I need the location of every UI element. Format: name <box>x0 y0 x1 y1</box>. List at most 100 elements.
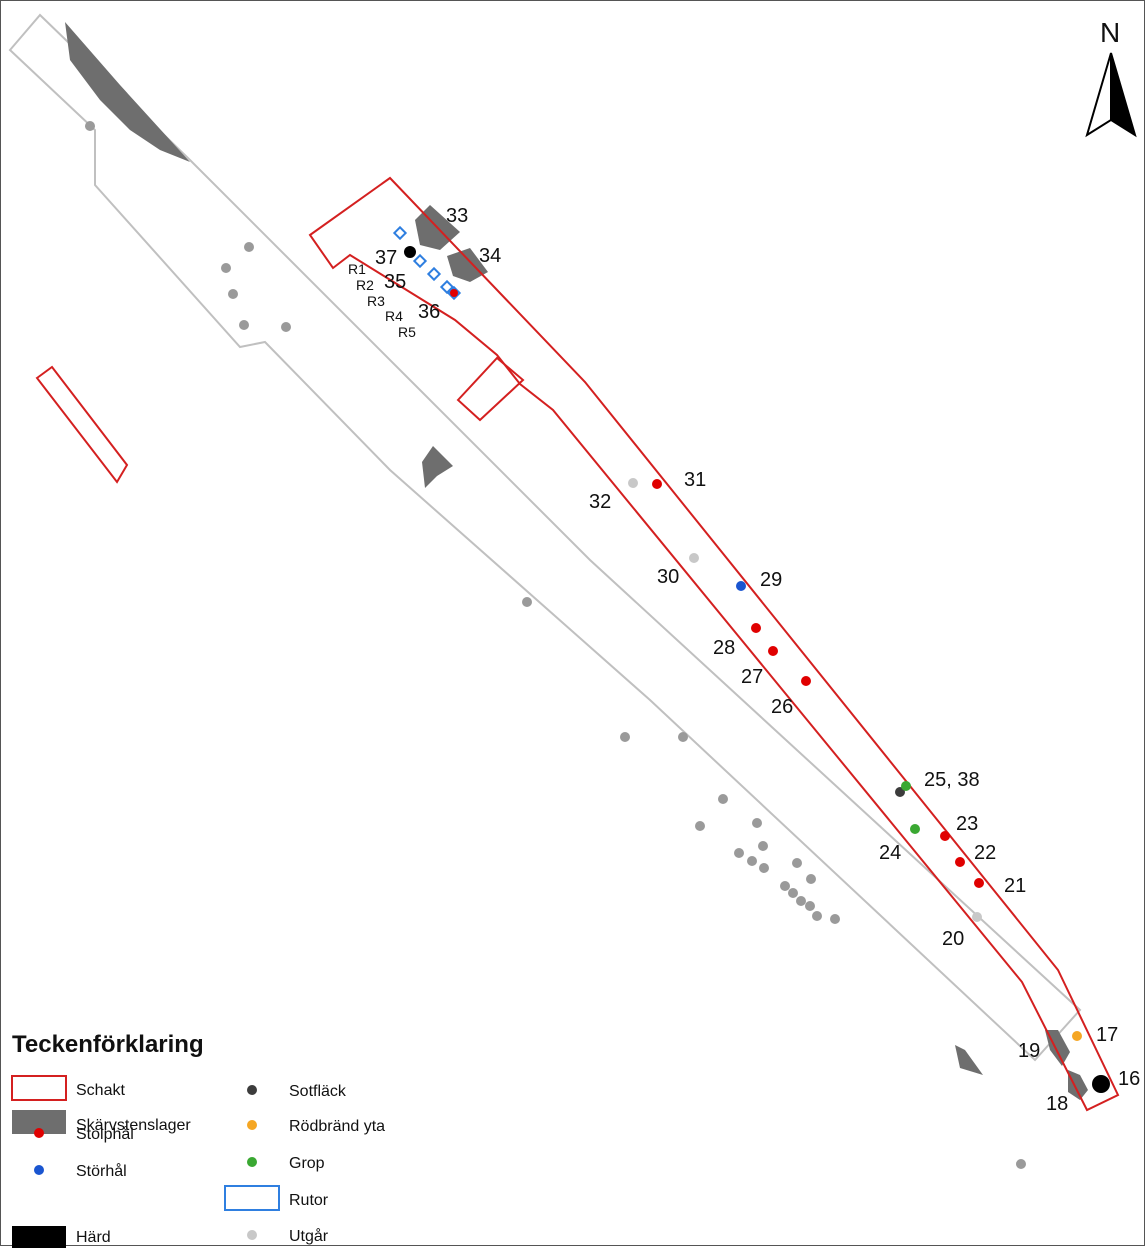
ruta-r3 <box>426 266 442 282</box>
label-29: 29 <box>760 569 782 591</box>
legend-stolphal-symbol <box>34 1128 44 1138</box>
gray-point <box>734 848 744 858</box>
label-21: 21 <box>1004 875 1026 897</box>
legend-label-sotflack: Sotfläck <box>289 1083 347 1100</box>
label-34: 34 <box>479 245 501 267</box>
skarvsten-patch-34 <box>447 248 488 282</box>
label-25-38: 25, 38 <box>924 769 980 791</box>
grop-point-24 <box>910 824 920 834</box>
north-arrow-left-half <box>1085 52 1112 138</box>
legend-label-stolphal: Stolphål <box>76 1125 134 1143</box>
label-r3: R3 <box>367 293 385 309</box>
label-r1: R1 <box>348 261 366 277</box>
label-30: 30 <box>657 566 679 588</box>
hard-point-16 <box>1092 1075 1110 1093</box>
schakt-outlines <box>35 176 1120 1112</box>
north-arrow: N <box>1085 17 1137 138</box>
gray-point <box>759 863 769 873</box>
legend-label-utgar: Utgår <box>289 1227 329 1245</box>
rutor-squares <box>392 225 462 301</box>
gray-point <box>620 732 630 742</box>
label-33: 33 <box>446 205 468 227</box>
legend: Teckenförklaring Schakt Skärvstenslager … <box>11 1031 385 1248</box>
stolphal-point-31 <box>652 479 662 489</box>
legend-label-skarvstenslager: Skärvstenslager <box>76 1117 191 1134</box>
label-35: 35 <box>384 271 406 293</box>
gray-point <box>830 914 840 924</box>
legend-label-rodbrand: Rödbränd yta <box>289 1118 385 1135</box>
label-18: 18 <box>1046 1093 1068 1115</box>
schakt-main-trench <box>308 176 1120 1112</box>
storhal-point-29 <box>736 581 746 591</box>
legend-sotflack-symbol <box>247 1085 257 1095</box>
label-r5: R5 <box>398 324 416 340</box>
stolphal-point-26 <box>801 676 811 686</box>
label-r2: R2 <box>356 277 374 293</box>
stolphal-point-21 <box>974 878 984 888</box>
ruta-r5 <box>446 285 462 301</box>
stolphal-point-27 <box>768 646 778 656</box>
gray-point <box>1016 1159 1026 1169</box>
gray-point <box>239 320 249 330</box>
legend-utgar-symbol <box>247 1230 257 1240</box>
north-label: N <box>1100 17 1120 48</box>
legend-schakt-symbol <box>11 1075 67 1101</box>
gray-point <box>780 881 790 891</box>
gray-point <box>796 896 806 906</box>
skarvsten-patch-se <box>955 1045 983 1075</box>
skarvsten-patch-mid <box>422 446 453 488</box>
legend-grop-symbol <box>247 1157 257 1167</box>
gray-point <box>85 121 95 131</box>
gray-point <box>228 289 238 299</box>
gray-point <box>812 911 822 921</box>
feature-labels: 31 32 30 29 28 27 26 25, 38 24 23 22 21 … <box>348 205 1140 1115</box>
legend-label-schakt: Schakt <box>76 1082 125 1099</box>
legend-storhal-symbol <box>34 1165 44 1175</box>
legend-label-grop: Grop <box>289 1155 325 1172</box>
baseline-area-outline <box>8 13 1082 1062</box>
gray-point <box>221 263 231 273</box>
schakt-small-box <box>456 356 525 422</box>
label-28: 28 <box>713 637 735 659</box>
gray-point <box>678 732 688 742</box>
skarvsten-patch-18 <box>1068 1070 1088 1100</box>
stolphal-point-22 <box>955 857 965 867</box>
ruta-r1 <box>392 225 408 241</box>
utgar-point-30 <box>689 553 699 563</box>
feature-points <box>404 246 1110 1093</box>
hard-point-37 <box>404 246 416 258</box>
gray-point <box>788 888 798 898</box>
label-24: 24 <box>879 842 901 864</box>
grop-point-25 <box>901 781 911 791</box>
schakt-isolated-strip <box>35 365 129 484</box>
utgar-point-32 <box>628 478 638 488</box>
gray-point <box>805 901 815 911</box>
ruta-r4 <box>439 279 455 295</box>
rodbrand-point-17 <box>1072 1031 1082 1041</box>
legend-hard-symbol <box>12 1226 66 1248</box>
gray-point <box>522 597 532 607</box>
ruta-r2 <box>412 253 428 269</box>
gray-point <box>281 322 291 332</box>
gray-point <box>244 242 254 252</box>
label-23: 23 <box>956 813 978 835</box>
gray-point <box>758 841 768 851</box>
legend-label-hard: Härd <box>76 1229 111 1246</box>
label-20: 20 <box>942 928 964 950</box>
legend-label-storhal: Störhål <box>76 1162 127 1180</box>
gray-point <box>806 874 816 884</box>
legend-title: Teckenförklaring <box>12 1031 204 1058</box>
utgar-point-20 <box>972 912 982 922</box>
label-36: 36 <box>418 301 440 323</box>
label-19: 19 <box>1018 1040 1040 1062</box>
label-22: 22 <box>974 842 996 864</box>
north-arrow-right-half <box>1110 52 1137 138</box>
gray-point <box>752 818 762 828</box>
stolphal-point-23 <box>940 831 950 841</box>
legend-rutor-symbol <box>224 1185 280 1211</box>
gray-point <box>695 821 705 831</box>
stolphal-point-36 <box>450 289 458 297</box>
gray-point <box>718 794 728 804</box>
